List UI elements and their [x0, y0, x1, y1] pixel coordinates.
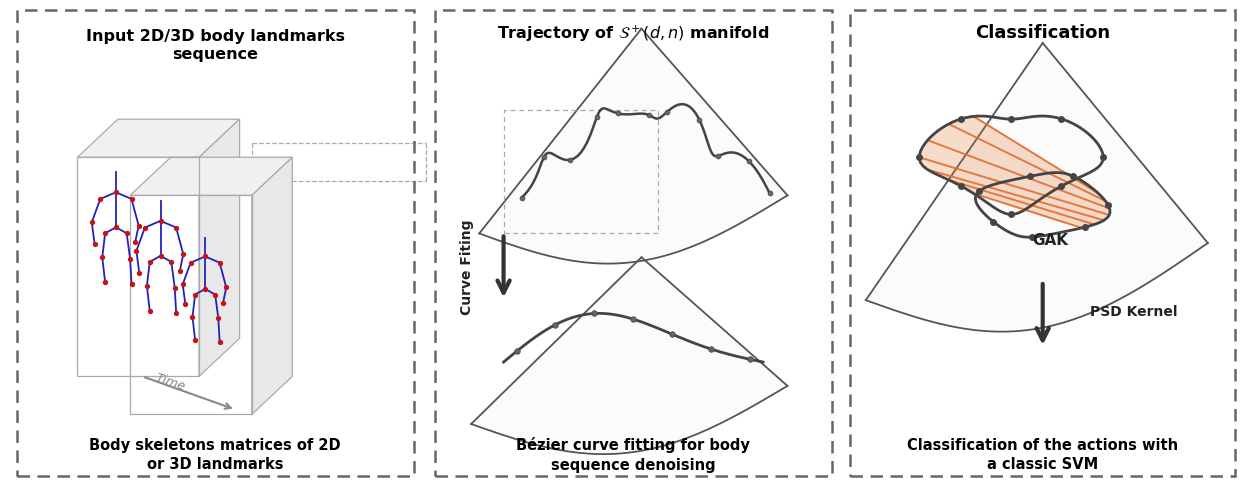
Text: Classification: Classification [975, 24, 1111, 42]
Text: Trajectory of $\mathcal{S}^+(d,n)$ manifold: Trajectory of $\mathcal{S}^+(d,n)$ manif… [497, 24, 770, 44]
Text: Curve Fiting: Curve Fiting [461, 219, 474, 314]
Text: Classification of the actions with
a classic SVM: Classification of the actions with a cla… [907, 437, 1178, 472]
Polygon shape [866, 43, 1208, 331]
Polygon shape [479, 29, 787, 263]
Text: Bézier curve fitting for body
sequence denoising: Bézier curve fitting for body sequence d… [517, 437, 750, 473]
Polygon shape [77, 119, 240, 157]
Text: Input 2D/3D body landmarks
sequence: Input 2D/3D body landmarks sequence [86, 29, 344, 62]
Polygon shape [198, 119, 240, 376]
Polygon shape [130, 157, 292, 195]
Text: PSD Kernel: PSD Kernel [1090, 305, 1177, 319]
Text: Body skeletons matrices of 2D
or 3D landmarks: Body skeletons matrices of 2D or 3D land… [90, 437, 341, 472]
Polygon shape [920, 116, 1109, 228]
Polygon shape [470, 257, 787, 454]
Text: Time: Time [154, 372, 187, 394]
Text: GAK: GAK [1032, 233, 1068, 248]
Polygon shape [252, 157, 292, 415]
